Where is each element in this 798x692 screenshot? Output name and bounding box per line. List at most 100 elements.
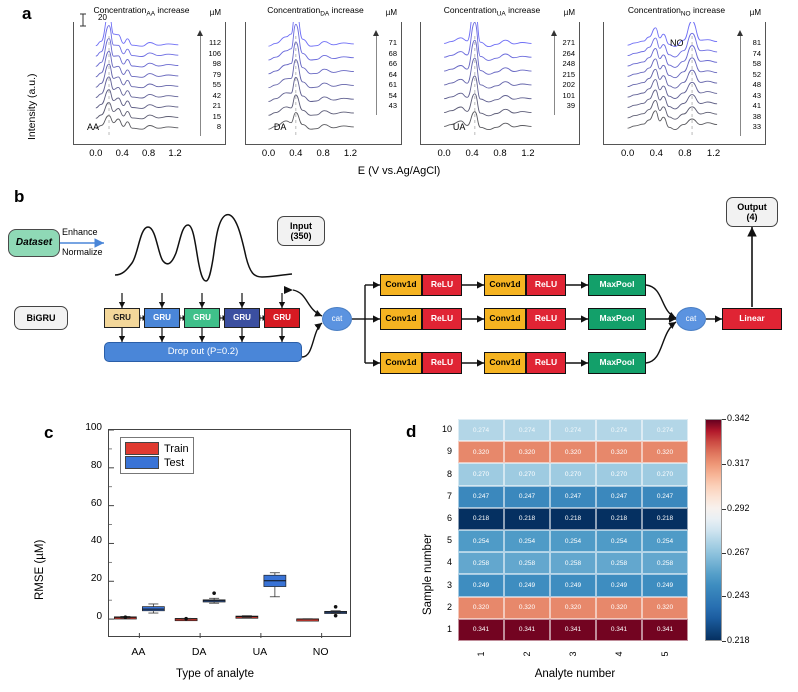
concentration-value: 33 xyxy=(752,122,761,131)
concentration-value: 112 xyxy=(209,38,221,47)
heatmap-xtick: 5 xyxy=(660,651,670,657)
normalize-label: Normalize xyxy=(62,247,103,257)
boxplot-outlier xyxy=(123,615,128,619)
heatmap-cell: 0.270 xyxy=(596,463,642,486)
analyte-label-no: NO xyxy=(670,38,684,48)
panel-a-ylabel: Intensity (a.u.) xyxy=(26,73,38,140)
colorbar-tick-mark xyxy=(722,508,726,510)
concentration-value: 106 xyxy=(208,48,221,58)
dropout-box: Drop out (P=0.2) xyxy=(104,342,302,362)
boxplot-outlier xyxy=(184,616,188,621)
dataset-box: Dataset xyxy=(8,229,60,257)
heatmap-xtick: 3 xyxy=(568,651,578,657)
legend-item-test: Test xyxy=(125,456,189,469)
voltammogram-subpanel-da: ConcentrationDA increase µM 71 68 66 64 61 54 43… xyxy=(245,5,402,159)
concentration-value: 66 xyxy=(388,59,397,68)
voltammogram-curve xyxy=(95,25,179,57)
heatmap-cell: 0.249 xyxy=(596,574,642,597)
subpanel-title-da: ConcentrationDA increase xyxy=(267,5,364,18)
unit-label-ua: µM xyxy=(563,8,575,17)
panel-a-xtick: 0.4 xyxy=(115,148,129,159)
voltammogram-curves-da xyxy=(268,22,354,137)
panel-c-ytick: 0 xyxy=(96,611,102,623)
concentration-value: 43 xyxy=(388,101,397,110)
legend-label-train: Train xyxy=(164,442,189,455)
concentration-value: 61 xyxy=(388,80,397,89)
relu-box-b2-1: ReLU xyxy=(422,308,462,330)
concentration-value: 15 xyxy=(212,111,221,121)
concentration-arrow-aa xyxy=(197,30,203,136)
heatmap-cell: 0.320 xyxy=(642,596,688,619)
unit-label-no: µM xyxy=(749,8,761,17)
panel-c-xtick: NO xyxy=(312,646,329,658)
heatmap-cell: 0.270 xyxy=(458,463,504,486)
heatmap-ytick: 3 xyxy=(446,579,452,590)
panel-a-xtick: 0.8 xyxy=(678,148,692,159)
concentration-value: 39 xyxy=(566,101,575,110)
concentration-value: 38 xyxy=(752,111,761,121)
panel-c-ytick: 40 xyxy=(90,535,102,547)
voltammogram-curve xyxy=(95,76,179,99)
linear-box: Linear xyxy=(722,308,782,330)
concentration-arrow-ua xyxy=(551,30,557,115)
heatmap-cell: 0.254 xyxy=(504,530,550,553)
gru-node-3: GRU xyxy=(184,308,220,328)
voltammogram-curve xyxy=(444,111,532,131)
concentration-list-aa: 112 106 98 79 55 42 21 15 8 xyxy=(208,38,221,133)
relu-box-b3-2: ReLU xyxy=(526,352,566,374)
colorbar-tick: 0.218 xyxy=(727,635,750,645)
concentration-value: 54 xyxy=(388,90,397,100)
heatmap-cell: 0.258 xyxy=(550,552,596,575)
boxplot-outlier xyxy=(333,613,338,618)
voltammogram-curve xyxy=(95,63,179,89)
maxpool-box-b1: MaxPool xyxy=(588,274,646,296)
voltammogram-curve xyxy=(444,22,532,48)
panel-letter-b: b xyxy=(14,187,25,206)
heatmap-cell: 0.247 xyxy=(550,485,596,508)
voltammogram-subpanel-no: ConcentrationNO increase µM 81 74 58 52 48 43 41… xyxy=(603,5,766,159)
voltammogram-curve xyxy=(268,23,354,61)
voltammogram-curve xyxy=(444,57,532,89)
panel-a-xlabel: E (V vs.Ag/AgCl) xyxy=(357,165,441,177)
boxplot-test-aa xyxy=(142,603,165,614)
panel-d-heatmap: d Sample number Analyte number 0.274 0.27… xyxy=(400,400,798,692)
voltammogram-curve xyxy=(268,76,354,102)
colorbar-tick-mark xyxy=(722,463,726,465)
conv1d-box-b2-2: Conv1d xyxy=(484,308,526,330)
concentration-list-ua: 271 264 248 215 202 101 39 xyxy=(562,38,575,112)
heatmap-cell: 0.320 xyxy=(550,596,596,619)
maxpool-box-b2: MaxPool xyxy=(588,308,646,330)
gru-node-5: GRU xyxy=(264,308,300,328)
concentration-list-da: 71 68 66 64 61 54 43 xyxy=(389,38,397,112)
relu-box-b3-1: ReLU xyxy=(422,352,462,374)
unit-label-da: µM xyxy=(385,8,397,17)
heatmap-cell: 0.320 xyxy=(504,441,550,464)
concentration-value: 42 xyxy=(212,90,221,100)
analyte-label-aa: AA xyxy=(87,122,100,132)
concentration-value: 71 xyxy=(388,38,397,47)
panel-a-xtick: 0.8 xyxy=(142,148,156,159)
concentration-value: 48 xyxy=(752,80,761,89)
heatmap-cell: 0.258 xyxy=(642,552,688,575)
relu-box-b2-2: ReLU xyxy=(526,308,566,330)
voltammogram-curve xyxy=(444,39,532,75)
concat-node-2: cat xyxy=(676,307,706,331)
panel-a-xtick: 0.4 xyxy=(465,148,479,159)
boxplot-train-aa xyxy=(114,615,137,620)
heatmap-ytick: 9 xyxy=(446,446,452,457)
gru-node-2: GRU xyxy=(144,308,180,328)
panel-c-xlabel: Type of analyte xyxy=(176,668,254,680)
concentration-value: 74 xyxy=(752,48,761,58)
panel-a-xtick: 0.8 xyxy=(493,148,507,159)
panel-a-xtick: 0.4 xyxy=(289,148,303,159)
panel-b-network-diagram: b xyxy=(0,185,798,397)
heatmap-cell: 0.320 xyxy=(596,596,642,619)
heatmap-cell: 0.341 xyxy=(504,618,550,641)
heatmap-cell: 0.247 xyxy=(642,485,688,508)
heatmap-ytick: 7 xyxy=(446,490,452,501)
heatmap-cell: 0.218 xyxy=(550,507,596,530)
voltammogram-curve xyxy=(627,57,718,79)
heatmap-cell: 0.320 xyxy=(458,596,504,619)
panel-a-xtick: 0.8 xyxy=(316,148,330,159)
heatmap-cell: 0.341 xyxy=(642,618,688,641)
